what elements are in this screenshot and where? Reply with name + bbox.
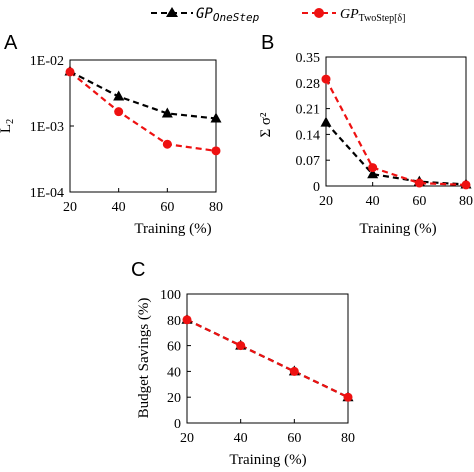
series-line-twostep xyxy=(325,78,467,186)
x-tick-label: 20 xyxy=(63,200,77,215)
data-point-twostep xyxy=(65,67,75,77)
x-tick-label: 20 xyxy=(180,431,194,446)
legend-label-onestep: GPOneStep xyxy=(196,6,260,24)
y-tick-label: 80 xyxy=(167,314,181,329)
panel-letter-a: A xyxy=(4,32,18,54)
legend-label-twostep: GPTwoStep[δ] xyxy=(340,7,405,24)
panel-letter-c: C xyxy=(131,259,145,281)
y-tick-label: 0.35 xyxy=(296,51,321,66)
data-point-twostep xyxy=(182,315,192,325)
data-point-twostep xyxy=(321,74,331,84)
x-tick-label: 60 xyxy=(287,431,301,446)
y-tick-label: 1E-03 xyxy=(30,120,64,135)
plot-frame-a xyxy=(69,59,217,193)
data-point-onestep xyxy=(161,107,173,118)
x-axis-label-c: Training (%) xyxy=(229,452,306,468)
panel-letter-b: B xyxy=(261,32,274,54)
x-tick-label: 40 xyxy=(234,431,248,446)
y-tick-label: 100 xyxy=(160,288,181,303)
y-tick-label: 1E-02 xyxy=(30,54,64,69)
y-tick-label: 0.14 xyxy=(296,128,321,143)
x-tick-label: 60 xyxy=(412,194,426,209)
data-point-onestep xyxy=(210,112,222,123)
legend-marker-triangle xyxy=(166,7,178,17)
data-point-twostep xyxy=(162,139,172,149)
x-tick-label: 60 xyxy=(160,200,174,215)
x-tick-label: 80 xyxy=(341,431,355,446)
legend-entry-onestep: GPOneStep xyxy=(151,6,260,24)
legend: GPOneStep GPTwoStep[δ] xyxy=(151,6,405,24)
data-point-twostep xyxy=(211,146,221,156)
data-point-twostep xyxy=(343,392,353,402)
data-point-twostep xyxy=(289,366,299,376)
data-point-onestep xyxy=(320,116,332,127)
plot-frame-b xyxy=(325,56,467,187)
plot-frame-c xyxy=(186,293,349,424)
panel-b: B 0 0.07 0.14 0.21 0.28 0.35 20 40 60 80 Trainin… xyxy=(258,32,473,237)
y-tick-label: 60 xyxy=(167,340,181,355)
data-point-twostep xyxy=(461,180,471,190)
data-point-twostep xyxy=(114,107,124,117)
x-axis-label-a: Training (%) xyxy=(134,221,211,237)
data-point-twostep xyxy=(368,163,378,173)
y-tick-label: 0.28 xyxy=(296,77,321,92)
y-axis-label-a: L2 xyxy=(0,119,16,133)
y-tick-label: 0 xyxy=(174,417,181,432)
data-point-twostep xyxy=(236,341,246,351)
y-tick-label: 0.21 xyxy=(296,103,321,118)
legend-entry-twostep: GPTwoStep[δ] xyxy=(302,7,405,24)
y-tick-label: 0 xyxy=(313,180,320,195)
y-axis-label-c: Budget Savings (%) xyxy=(136,298,152,419)
data-point-twostep xyxy=(414,178,424,188)
y-axis-label-b: Σ σ² xyxy=(258,112,274,138)
data-point-onestep xyxy=(113,90,125,101)
x-tick-label: 20 xyxy=(319,194,333,209)
series-line-twostep xyxy=(186,318,349,399)
x-tick-label: 40 xyxy=(366,194,380,209)
x-tick-label: 80 xyxy=(459,194,473,209)
y-tick-label: 0.07 xyxy=(296,154,321,169)
x-axis-label-b: Training (%) xyxy=(359,221,436,237)
y-tick-label: 20 xyxy=(167,391,181,406)
x-tick-label: 80 xyxy=(209,200,223,215)
x-tick-label: 40 xyxy=(112,200,126,215)
y-tick-label: 1E-04 xyxy=(30,186,64,201)
series-line-onestep xyxy=(69,70,217,120)
legend-marker-circle xyxy=(314,8,324,18)
data-point-onestep xyxy=(367,168,379,179)
y-tick-label: 40 xyxy=(167,365,181,380)
series-line-twostep xyxy=(69,71,217,152)
